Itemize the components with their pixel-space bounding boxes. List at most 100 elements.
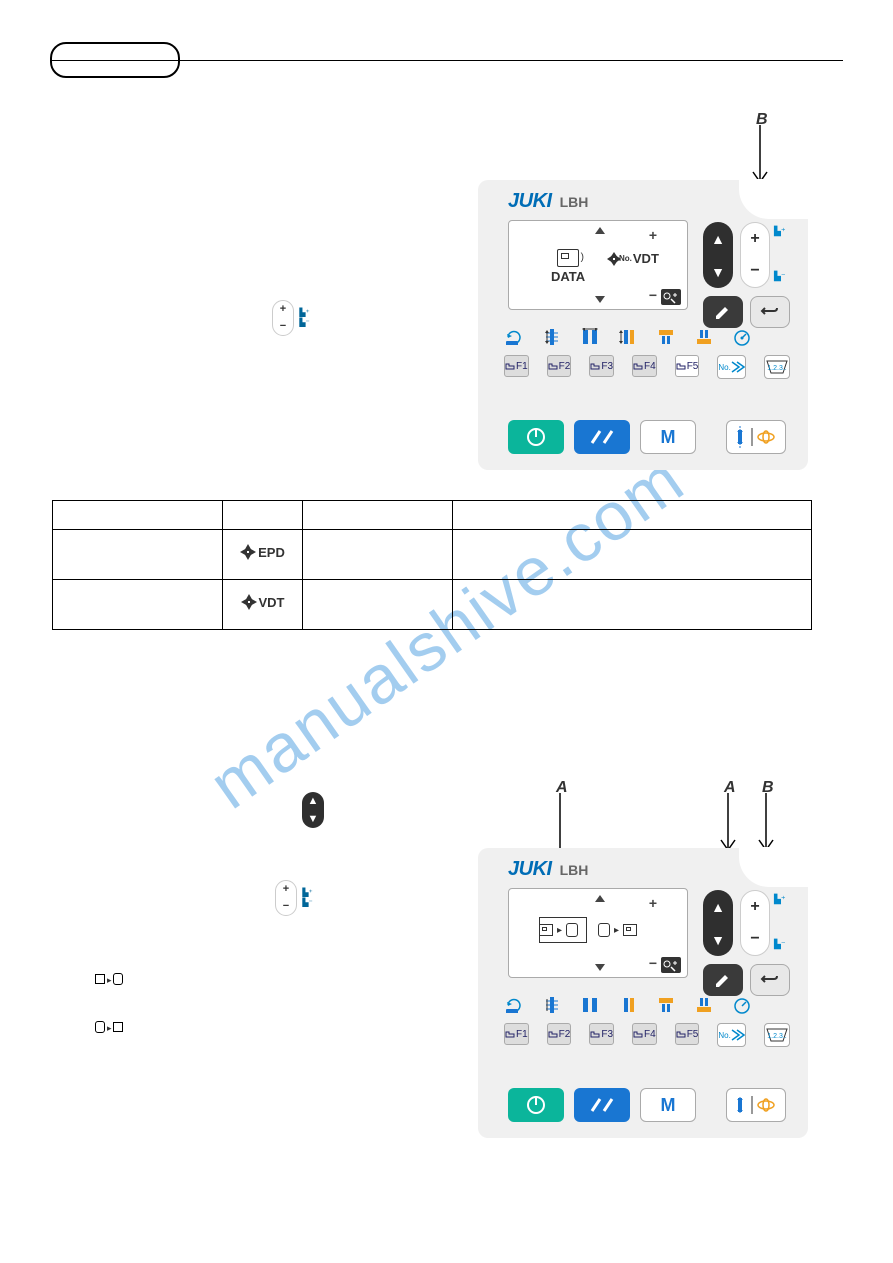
data-plus[interactable]: + [741,223,769,255]
bottom-button-row-2: M [508,1088,786,1122]
f1-key[interactable]: F1 [504,355,529,377]
lcd-up-arrow [595,227,605,234]
callout-a-p2b: A [724,778,736,799]
lcd-plus: + [649,227,657,243]
item-select-inline[interactable]: ▲▼ [302,792,324,828]
data-format-table: EPD VDT [52,500,812,630]
data-change-button-2[interactable]: + − [740,890,770,956]
inline-data-change-1: +− ▙⁺▙⁻ [270,300,310,336]
pattern-no-key-2[interactable]: No. [717,1023,745,1047]
callout-b: B [756,110,768,131]
return-button[interactable] [750,296,790,328]
th-2 [223,501,303,530]
data-minus-2[interactable]: − [741,923,769,955]
td-r2c1 [53,580,223,630]
ready-button[interactable] [508,420,564,454]
pattern-no-key[interactable]: No. [717,355,745,379]
thread-button[interactable] [726,420,786,454]
f2-key-2[interactable]: F2 [547,1023,572,1045]
width-icon[interactable] [580,328,600,346]
brand-label: JUKI [508,190,552,213]
thread-button-2[interactable] [726,1088,786,1122]
bartack1-icon[interactable] [656,328,676,346]
td-r2c3 [303,580,453,630]
bartack2-icon-2[interactable] [694,996,714,1014]
bottom-button-row: M [508,420,786,454]
model-label: LBH [560,194,589,210]
th-3 [303,501,453,530]
pitch-icon[interactable] [542,328,562,346]
speed-icon[interactable] [732,328,752,346]
inline-data-change-2: +− ▙⁺▙⁻ [273,880,313,916]
lcd-minus: − [649,287,657,303]
mode-button[interactable]: M [640,420,696,454]
reset-button[interactable] [574,420,630,454]
length-icon-2[interactable] [618,996,638,1014]
data-change-inline-2[interactable]: +− [275,880,297,916]
reset-icon[interactable] [504,328,524,346]
f3-key[interactable]: F3 [589,355,614,377]
item-select-button-2[interactable]: ▲ ▼ [703,890,733,956]
td-r1c4 [453,530,812,580]
brand-row-2: JUKI LBH [508,858,588,881]
lcd-hand-icon-2 [661,957,681,973]
lcd-screen: + ) DATA No. VDT − [508,220,688,310]
model-label-2: LBH [560,862,589,878]
needle-icons-2: ▙⁺ ▙⁻ [774,894,786,950]
reset-button-2[interactable] [574,1088,630,1122]
callout-a-p2: A [556,778,568,799]
read-from-media-icon: ▸ [95,1020,123,1036]
f1-key-2[interactable]: F1 [504,1023,529,1045]
mode-button-2[interactable]: M [640,1088,696,1122]
lcd-hand-icon [661,289,681,305]
lcd-down-arrow [595,296,605,303]
ready-button-2[interactable] [508,1088,564,1122]
epd-icon: EPD [240,544,285,560]
item-up[interactable]: ▲ [703,222,733,255]
control-panel-1: JUKI LBH + ) DATA No. VDT − [478,180,808,470]
item-down[interactable]: ▼ [703,255,733,288]
data-minus[interactable]: − [741,255,769,287]
f4-key[interactable]: F4 [632,355,657,377]
edit-button[interactable] [703,296,743,328]
speed-icon-2[interactable] [732,996,752,1014]
th-4 [453,501,812,530]
lcd-data-label: DATA [551,269,585,284]
reset-icon-2[interactable] [504,996,524,1014]
length-icon[interactable] [618,328,638,346]
data-change-button[interactable]: + − [740,222,770,288]
return-button-2[interactable] [750,964,790,996]
lcd-plus-2: + [649,895,657,911]
panel-notch [739,847,809,887]
counter-key-2[interactable]: 1.2.3.. [764,1023,790,1047]
item-up-2[interactable]: ▲ [703,890,733,923]
data-plus-2[interactable]: + [741,891,769,923]
brand-label-2: JUKI [508,858,552,881]
fkey-row-2: F1 F2 F3 F4 F5 No. 1.2.3.. [504,1023,784,1047]
th-1 [53,501,223,530]
data-change-inline[interactable]: +− [272,300,294,336]
item-down-2[interactable]: ▼ [703,923,733,956]
width-icon-2[interactable] [580,996,600,1014]
table-header-row [53,501,812,530]
table-row: VDT [53,580,812,630]
f2-key[interactable]: F2 [547,355,572,377]
vdt-icon: VDT [241,594,285,610]
f4-key-2[interactable]: F4 [632,1023,657,1045]
counter-key[interactable]: 1.2.3.. [764,355,790,379]
item-select-button[interactable]: ▲ ▼ [703,222,733,288]
bartack1-icon-2[interactable] [656,996,676,1014]
table-row: EPD [53,530,812,580]
brand-row: JUKI LBH [508,190,588,213]
pitch-icon-2[interactable] [542,996,562,1014]
param-icon-row-2 [504,996,752,1014]
lcd-up-arrow-2 [595,895,605,902]
f5-key[interactable]: F5 [675,355,700,377]
fkey-row: F1 F2 F3 F4 F5 No. 1.2.3.. [504,355,784,379]
f5-key-2[interactable]: F5 [675,1023,700,1045]
f3-key-2[interactable]: F3 [589,1023,614,1045]
edit-button-2[interactable] [703,964,743,996]
bartack2-icon[interactable] [694,328,714,346]
section-chip [50,42,180,78]
needle-icons: ▙⁺ ▙⁻ [774,226,786,282]
